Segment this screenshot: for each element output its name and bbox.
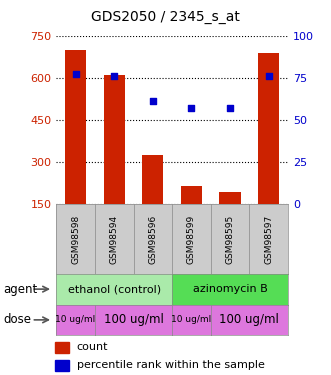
Text: GDS2050 / 2345_s_at: GDS2050 / 2345_s_at <box>91 10 240 24</box>
Point <box>227 105 233 111</box>
Text: GSM98594: GSM98594 <box>110 214 119 264</box>
Point <box>150 99 156 105</box>
Text: GSM98596: GSM98596 <box>148 214 157 264</box>
Bar <box>55 342 69 353</box>
Text: percentile rank within the sample: percentile rank within the sample <box>76 360 264 370</box>
Text: ethanol (control): ethanol (control) <box>68 284 161 294</box>
Text: 10 ug/ml: 10 ug/ml <box>56 315 96 324</box>
Point <box>189 105 194 111</box>
Bar <box>55 360 69 371</box>
Text: GSM98595: GSM98595 <box>225 214 235 264</box>
Text: GSM98597: GSM98597 <box>264 214 273 264</box>
Text: GSM98598: GSM98598 <box>71 214 80 264</box>
Bar <box>104 75 125 204</box>
Point <box>266 73 271 79</box>
Text: 100 ug/ml: 100 ug/ml <box>219 314 279 326</box>
Text: 100 ug/ml: 100 ug/ml <box>104 314 164 326</box>
Bar <box>65 50 86 204</box>
Text: count: count <box>76 342 108 352</box>
Point <box>73 71 78 78</box>
Point <box>112 73 117 79</box>
Text: dose: dose <box>3 314 31 326</box>
Text: GSM98599: GSM98599 <box>187 214 196 264</box>
Bar <box>219 192 241 204</box>
Text: azinomycin B: azinomycin B <box>193 284 267 294</box>
Text: 10 ug/ml: 10 ug/ml <box>171 315 212 324</box>
Bar <box>181 186 202 204</box>
Bar <box>258 53 279 204</box>
Text: agent: agent <box>3 283 37 296</box>
Bar <box>142 155 164 204</box>
